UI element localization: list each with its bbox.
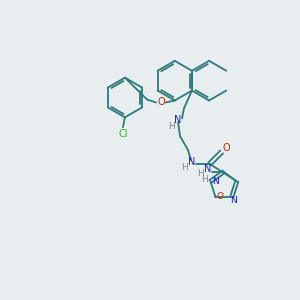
Text: O: O [157, 98, 165, 107]
Text: H: H [182, 163, 188, 172]
Text: N: N [204, 164, 212, 174]
Text: N: N [230, 196, 237, 206]
Text: H: H [197, 169, 204, 178]
Text: O: O [217, 192, 224, 201]
Text: N: N [212, 177, 219, 186]
Text: O: O [223, 143, 230, 153]
Text: Cl: Cl [118, 129, 128, 139]
Text: H: H [201, 175, 208, 184]
Text: N: N [188, 157, 196, 167]
Text: H: H [168, 122, 175, 131]
Text: N: N [174, 115, 182, 125]
